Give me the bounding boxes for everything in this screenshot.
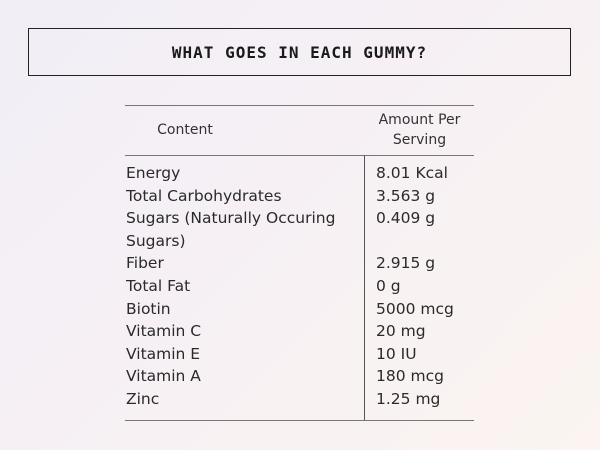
amount-cell: 180 mcg (376, 367, 444, 386)
table-row: Zinc 1.25 mg (125, 388, 474, 411)
amount-cell: 0.409 g (376, 209, 436, 228)
content-cell: Vitamin C (126, 322, 202, 341)
amount-cell: 20 mg (376, 322, 426, 341)
table-row: Sugars (Naturally Occuring Sugars) 0.409 … (125, 207, 474, 252)
table-row: Vitamin E 10 IU (125, 343, 474, 366)
table-row: Fiber 2.915 g (125, 252, 474, 275)
content-cell: Fiber (126, 254, 164, 273)
table-top-rule (125, 105, 474, 106)
amount-cell: 2.915 g (376, 254, 436, 273)
amount-cell: 5000 mcg (376, 299, 454, 318)
content-cell: Biotin (126, 299, 171, 318)
content-cell: Vitamin A (126, 367, 201, 386)
table-row: Biotin 5000 mcg (125, 298, 474, 321)
content-cell: Total Fat (126, 276, 191, 295)
content-cell: Energy (126, 164, 181, 182)
amount-cell: 1.25 mg (376, 389, 441, 408)
content-cell: Total Carbohydrates (126, 186, 282, 205)
content-cell: Vitamin E (126, 344, 201, 363)
table-row: Total Fat 0 g (125, 275, 474, 298)
table-row: Vitamin C 20 mg (125, 320, 474, 343)
table-row: Energy 8.01 Kcal (125, 162, 474, 185)
content-cell: Zinc (126, 389, 160, 408)
table-body: Energy 8.01 Kcal Total Carbohydrates 3.563 … (125, 162, 474, 411)
table-row: Total Carbohydrates 3.563 g (125, 185, 474, 208)
amount-cell: 3.563 g (376, 186, 436, 205)
header-amount: Amount Per Serving (378, 112, 461, 148)
amount-cell: 8.01 Kcal (376, 164, 448, 182)
amount-cell: 10 IU (376, 344, 417, 363)
table-row: Vitamin A 180 mcg (125, 365, 474, 388)
column-divider (364, 155, 365, 420)
page-title: WHAT GOES IN EACH GUMMY? (171, 42, 428, 62)
table-bottom-rule (125, 420, 474, 421)
amount-cell: 0 g (376, 276, 401, 295)
header-content: Content (157, 122, 213, 138)
header-rule (125, 155, 474, 156)
content-cell: Sugars (Naturally Occuring Sugars) (126, 209, 336, 250)
title-box: WHAT GOES IN EACH GUMMY? (28, 28, 571, 76)
